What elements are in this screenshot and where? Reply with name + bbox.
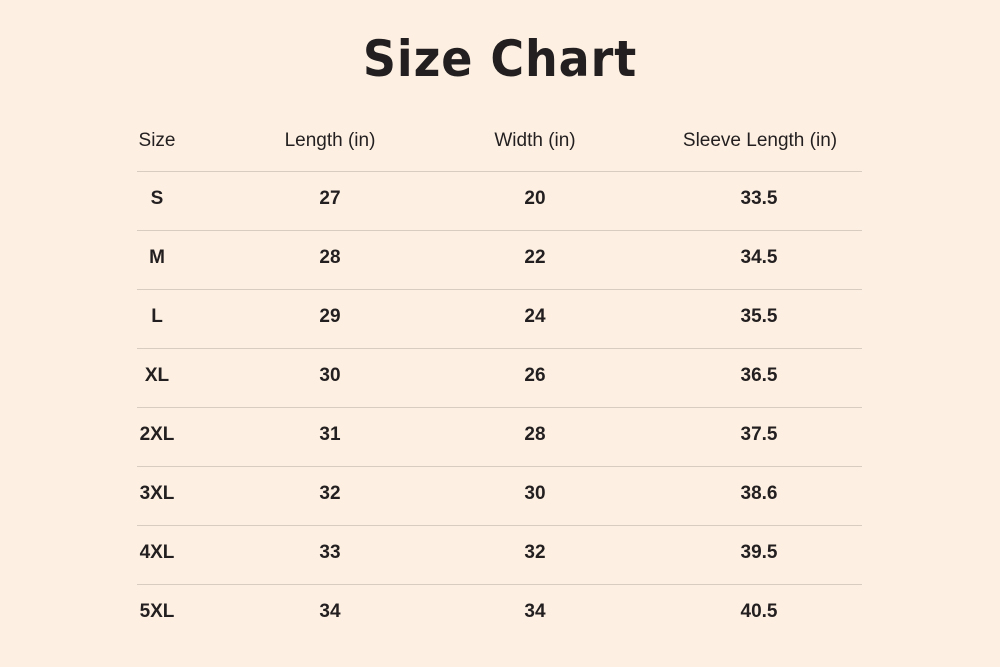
cell-size: M <box>149 247 165 268</box>
cell-width: 32 <box>524 542 546 563</box>
cell-size: 5XL <box>139 601 175 622</box>
cell-size: S <box>150 188 164 209</box>
row-divider <box>137 407 862 408</box>
cell-sleeve-length: 40.5 <box>740 601 778 622</box>
cell-length: 32 <box>319 483 341 504</box>
cell-size: XL <box>144 365 170 386</box>
cell-width: 22 <box>524 247 546 268</box>
cell-size: L <box>151 306 163 327</box>
cell-width: 28 <box>524 424 546 445</box>
cell-length: 31 <box>319 424 341 445</box>
cell-sleeve-length: 34.5 <box>740 247 778 268</box>
row-divider <box>137 584 862 585</box>
cell-length: 33 <box>319 542 341 563</box>
cell-length: 28 <box>319 247 341 268</box>
cell-size: 2XL <box>139 424 175 445</box>
cell-length: 27 <box>319 188 341 209</box>
header-size: Size <box>138 130 176 151</box>
cell-size: 3XL <box>139 483 175 504</box>
row-divider <box>137 466 862 467</box>
row-divider <box>137 348 862 349</box>
cell-length: 34 <box>319 601 341 622</box>
cell-width: 34 <box>524 601 546 622</box>
row-divider <box>137 525 862 526</box>
cell-width: 30 <box>524 483 546 504</box>
cell-sleeve-length: 39.5 <box>740 542 778 563</box>
cell-sleeve-length: 37.5 <box>740 424 778 445</box>
cell-size: 4XL <box>139 542 175 563</box>
cell-width: 24 <box>524 306 546 327</box>
page-title: Size Chart <box>362 30 638 88</box>
row-divider <box>137 230 862 231</box>
header-sleeve-length: Sleeve Length (in) <box>682 130 838 151</box>
cell-length: 29 <box>319 306 341 327</box>
row-divider <box>137 171 862 172</box>
cell-length: 30 <box>319 365 341 386</box>
row-divider <box>137 289 862 290</box>
header-width: Width (in) <box>494 130 576 151</box>
cell-sleeve-length: 38.6 <box>740 483 778 504</box>
cell-width: 20 <box>524 188 546 209</box>
cell-width: 26 <box>524 365 546 386</box>
cell-sleeve-length: 36.5 <box>740 365 778 386</box>
header-length: Length (in) <box>284 130 376 151</box>
cell-sleeve-length: 33.5 <box>740 188 778 209</box>
cell-sleeve-length: 35.5 <box>740 306 778 327</box>
